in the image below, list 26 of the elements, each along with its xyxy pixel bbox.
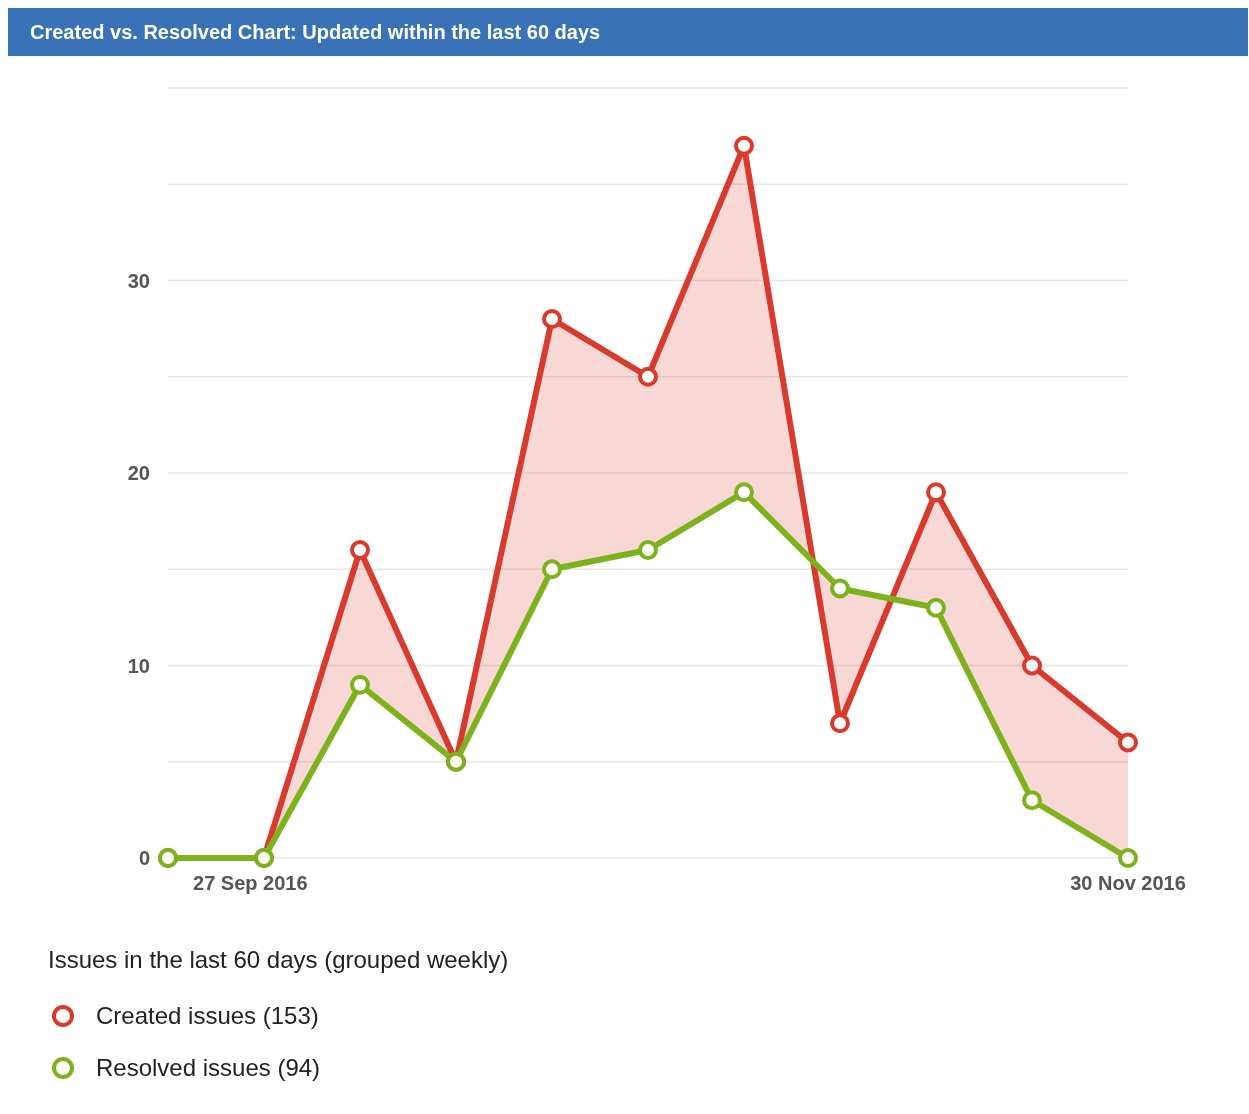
legend-label: Resolved issues (94): [96, 1054, 321, 1081]
point: [1022, 655, 1042, 676]
point: [542, 309, 562, 329]
legend-label: Created issues (153): [96, 1002, 319, 1029]
point: [350, 674, 370, 695]
y-tick-label: 10: [127, 654, 150, 677]
point: [350, 540, 370, 560]
y-tick-label: 20: [127, 462, 150, 484]
y-tick-label: 30: [127, 269, 150, 292]
point: [734, 482, 754, 503]
chart-title: Created vs. Resolved Chart: Updated within the last 60 days: [30, 21, 601, 43]
point: [638, 540, 658, 560]
legend-title: Issues in the last 60 days (grouped weekly): [48, 946, 509, 973]
point: [542, 559, 562, 580]
point: [926, 482, 946, 503]
x-tick-label: 30 Nov 2016: [1070, 872, 1186, 894]
point: [638, 366, 658, 387]
point: [830, 713, 850, 734]
point: [830, 578, 850, 599]
point: [1118, 848, 1138, 868]
point: [1022, 790, 1042, 811]
point: [734, 135, 754, 156]
point: [926, 597, 946, 618]
point: [1118, 732, 1138, 753]
x-tick-label: 27 Sep 2016: [193, 872, 308, 894]
y-tick-label: 0: [138, 847, 150, 869]
